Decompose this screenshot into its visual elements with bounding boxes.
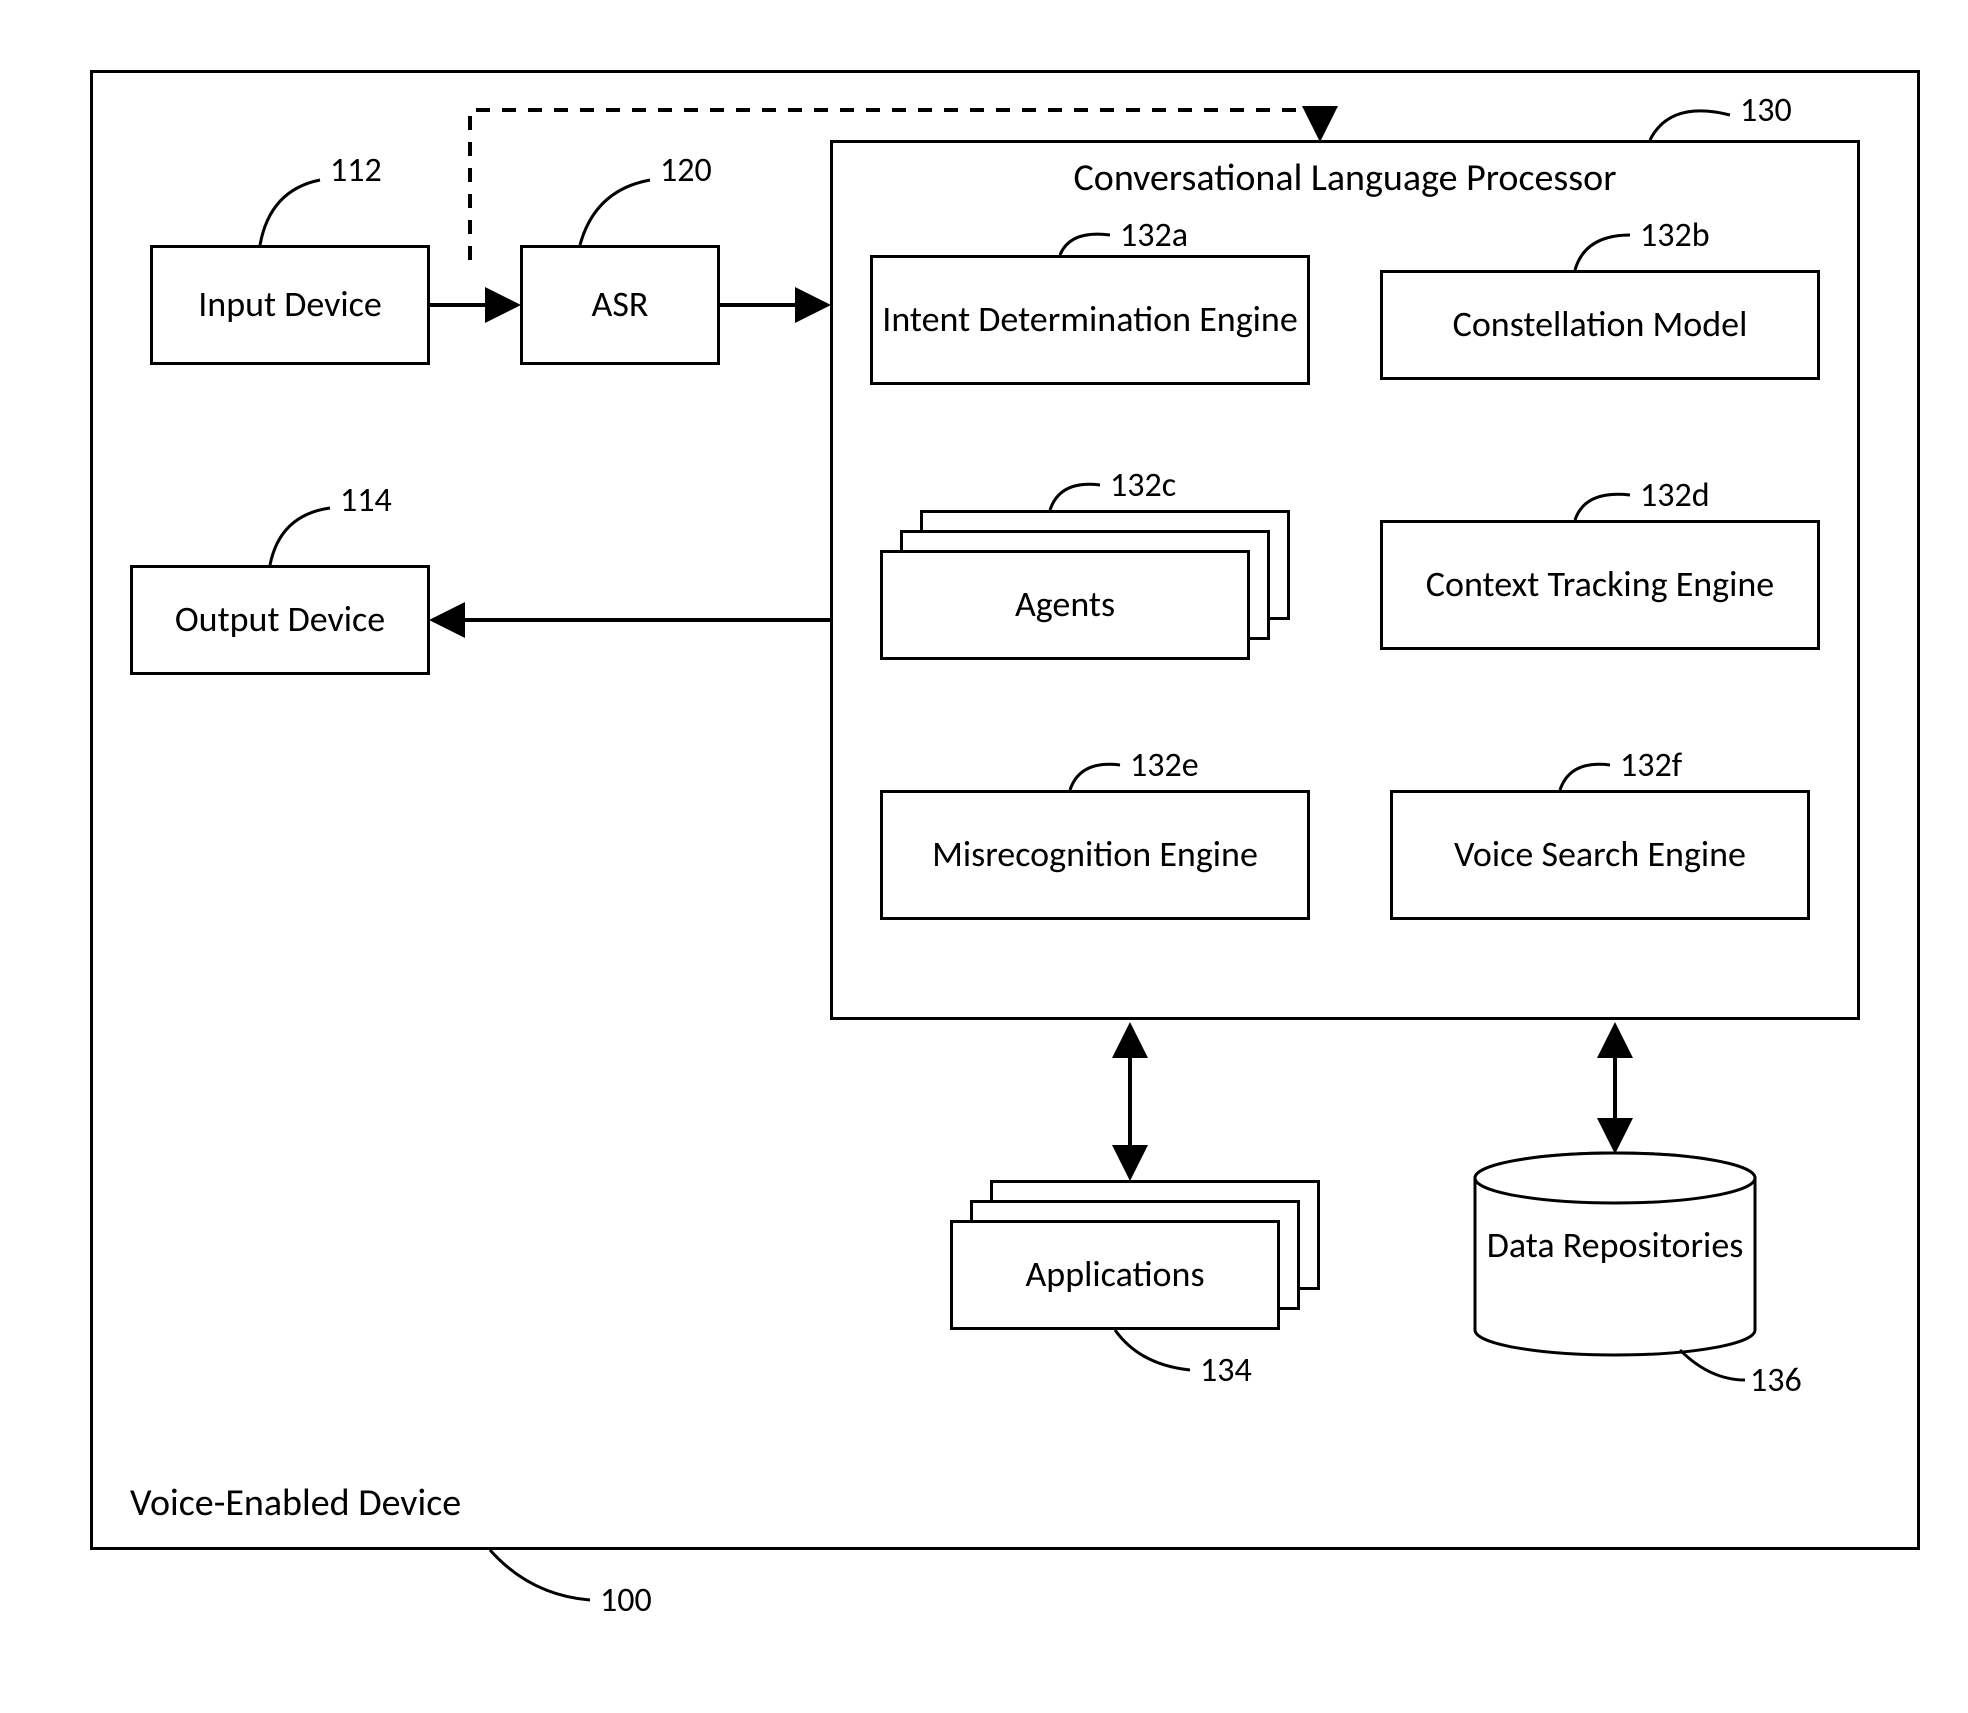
data-repo-cylinder: Data Repositories [1470, 1150, 1760, 1360]
ref-134: 134 [1200, 1350, 1252, 1391]
ref-112: 112 [330, 150, 382, 191]
ref-132e: 132e [1130, 745, 1199, 786]
applications-label: Applications [1025, 1253, 1204, 1296]
ref-120: 120 [660, 150, 712, 191]
ref-132d: 132d [1640, 475, 1710, 516]
asr-label: ASR [592, 283, 649, 326]
applications-box: Applications [950, 1220, 1280, 1330]
ref-132f: 132f [1620, 745, 1682, 786]
ref-136: 136 [1750, 1360, 1802, 1401]
agents-box: Agents [880, 550, 1250, 660]
agents-label: Agents [1015, 583, 1115, 626]
context-tracking-label: Context Tracking Engine [1426, 563, 1774, 606]
voice-search-box: Voice Search Engine [1390, 790, 1810, 920]
intent-engine-label: Intent Determination Engine [882, 298, 1297, 341]
ref-132c: 132c [1110, 465, 1176, 506]
ref-132b: 132b [1640, 215, 1710, 256]
constellation-model-box: Constellation Model [1380, 270, 1820, 380]
frame-label: Voice-Enabled Device [130, 1480, 461, 1526]
ref-132a: 132a [1120, 215, 1188, 256]
input-device-box: Input Device [150, 245, 430, 365]
misrecognition-label: Misrecognition Engine [932, 833, 1258, 876]
context-tracking-box: Context Tracking Engine [1380, 520, 1820, 650]
data-repo-label: Data Repositories [1470, 1225, 1760, 1266]
input-device-label: Input Device [198, 283, 382, 326]
output-device-box: Output Device [130, 565, 430, 675]
constellation-model-label: Constellation Model [1453, 303, 1748, 346]
output-device-label: Output Device [175, 598, 385, 641]
ref-100: 100 [600, 1580, 652, 1621]
asr-box: ASR [520, 245, 720, 365]
voice-search-label: Voice Search Engine [1454, 833, 1746, 876]
ref-130: 130 [1740, 90, 1792, 131]
misrecognition-box: Misrecognition Engine [880, 790, 1310, 920]
clp-title: Conversational Language Processor [1020, 155, 1670, 201]
intent-engine-box: Intent Determination Engine [870, 255, 1310, 385]
diagram-canvas: Voice-Enabled Device 100 Input Device 11… [20, 20, 1968, 1693]
ref-114: 114 [340, 480, 392, 521]
